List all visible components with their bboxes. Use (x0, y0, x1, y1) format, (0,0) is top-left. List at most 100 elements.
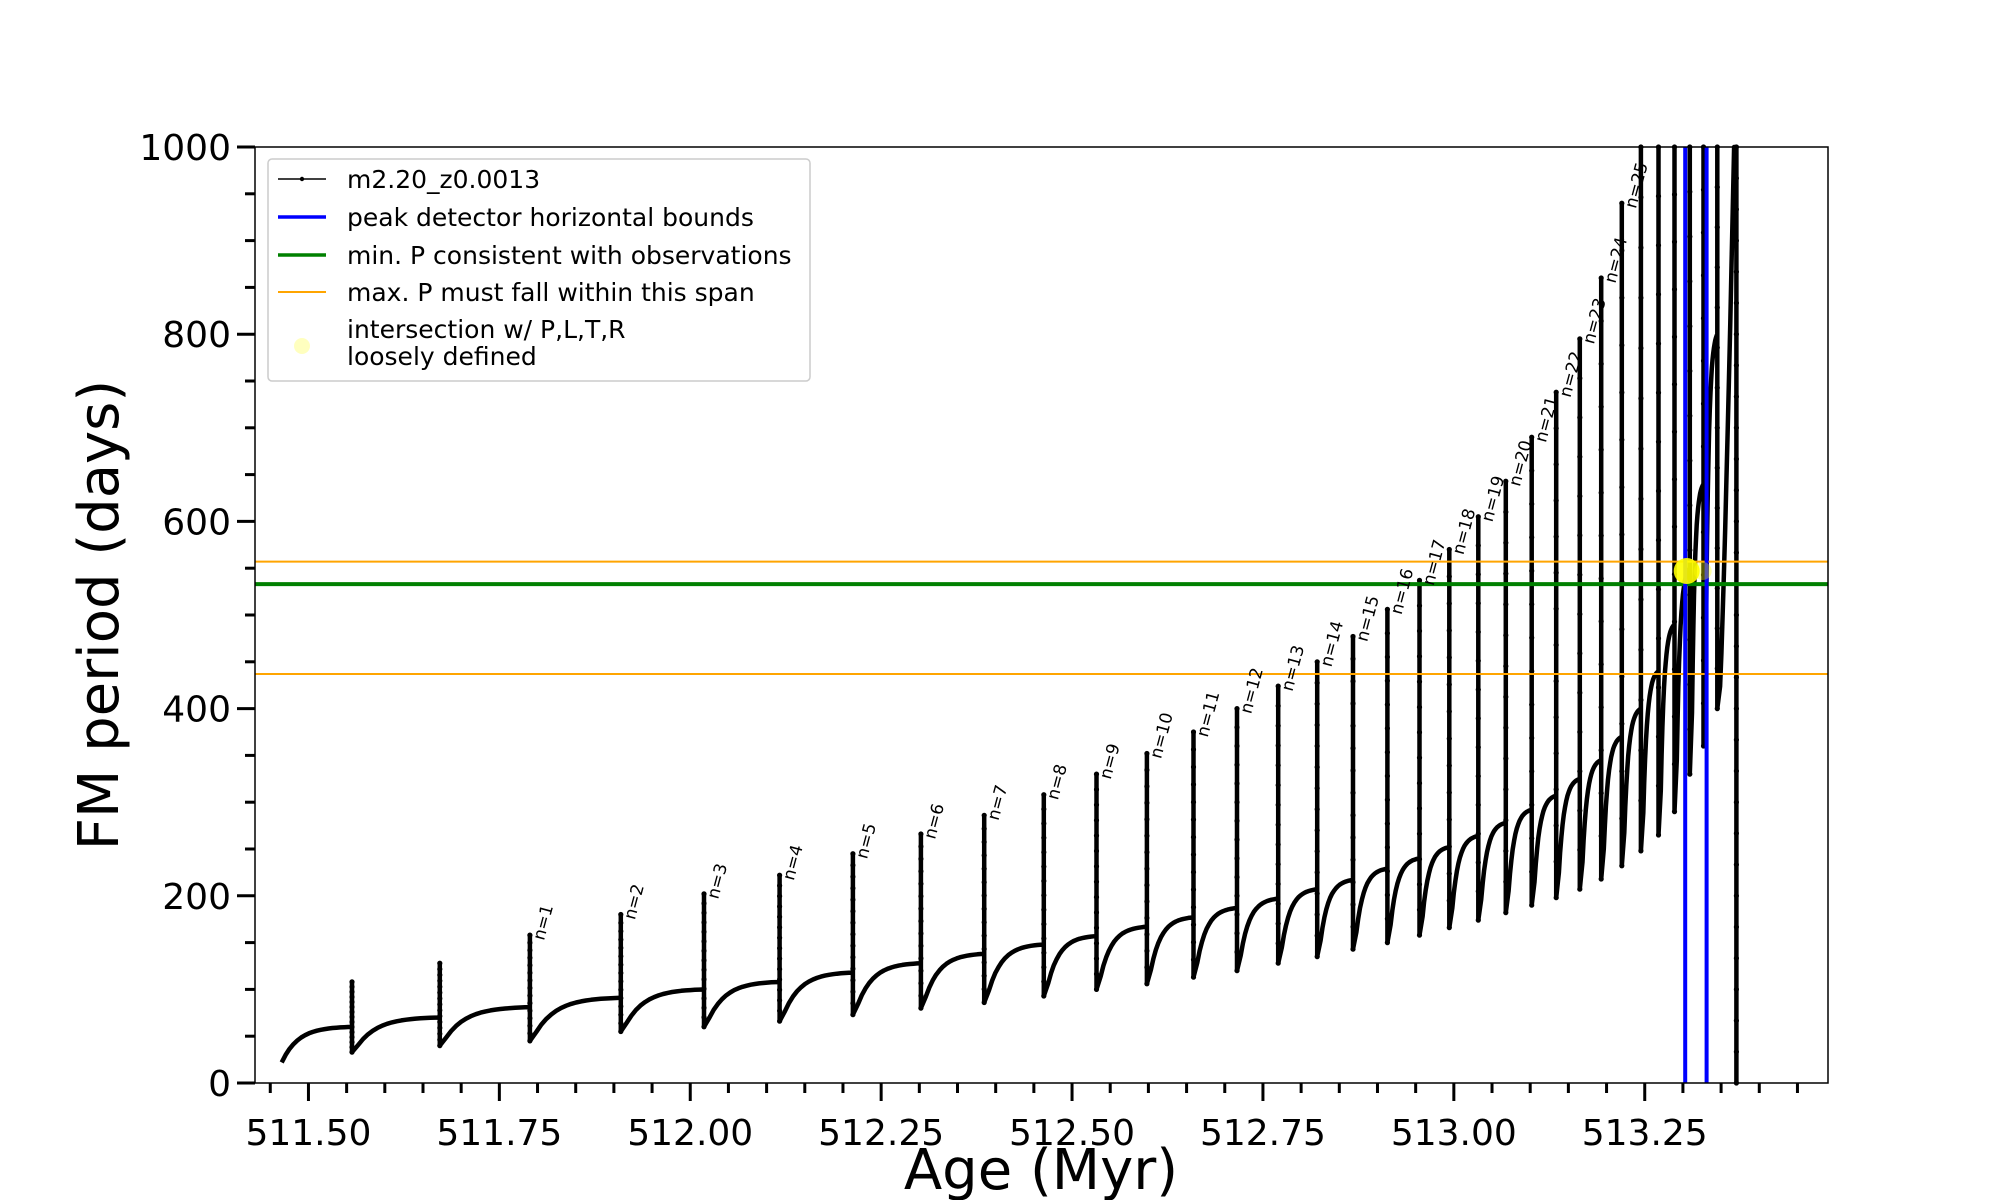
series-point (1446, 817, 1452, 823)
series-point (1503, 786, 1509, 793)
series-point (349, 1014, 355, 1020)
series-point (1275, 742, 1281, 749)
series-point (1475, 542, 1481, 549)
series-point (1671, 476, 1678, 482)
series-point (981, 839, 987, 845)
series-point (527, 940, 533, 946)
series-point (1655, 586, 1662, 592)
series-point (1314, 701, 1320, 707)
intersection-marker-halo (1693, 562, 1712, 580)
series-point (1714, 385, 1720, 391)
series-point (437, 960, 443, 966)
series-point (437, 984, 443, 990)
series-point (1275, 921, 1281, 927)
series-point (1503, 478, 1509, 484)
series-point (1190, 957, 1197, 963)
series-point (349, 979, 355, 985)
series-point (1416, 603, 1423, 609)
series-point (1655, 488, 1662, 494)
series-point (1041, 806, 1047, 812)
series-point (918, 843, 924, 850)
series-point (1190, 922, 1197, 928)
series-point (437, 972, 443, 978)
legend: m2.20_z0.0013 peak detector horizontal b… (267, 158, 811, 382)
series-point (1446, 790, 1452, 796)
series-point (777, 1008, 783, 1014)
series-point (1446, 736, 1452, 742)
series-point (437, 978, 443, 984)
series-point (1190, 781, 1197, 788)
series-point (1384, 892, 1390, 898)
series-point (1384, 678, 1390, 684)
series-point (1234, 930, 1240, 936)
series-point (1553, 750, 1559, 756)
series-point (1234, 911, 1240, 918)
series-point (1733, 674, 1739, 681)
series-point (437, 966, 443, 972)
series-point (1475, 831, 1481, 837)
series-point (1529, 702, 1535, 708)
series-point (1190, 729, 1197, 735)
series-point (918, 831, 924, 837)
series-point (1234, 799, 1240, 805)
series-point (1733, 643, 1739, 649)
series-point (1733, 269, 1739, 275)
series-point (1446, 871, 1452, 877)
series-point (777, 872, 783, 878)
series-point (1598, 618, 1604, 625)
series-point (349, 984, 355, 990)
series-point (1416, 856, 1423, 862)
series-point (1733, 487, 1739, 493)
peak-label: n=14 (1317, 619, 1348, 669)
series-point (1638, 747, 1644, 753)
series-point (1638, 798, 1644, 804)
series-point (1638, 697, 1644, 703)
series-point (1144, 833, 1150, 839)
series-point (981, 879, 987, 885)
x-tick-label: 512.75 (1200, 1113, 1326, 1154)
series-point (618, 1003, 624, 1010)
series-point (437, 1025, 443, 1031)
x-tick-label: 512.50 (1009, 1113, 1135, 1154)
series-point (1384, 773, 1390, 779)
series-point (1416, 729, 1423, 736)
series-point (1714, 665, 1720, 672)
series-point (777, 956, 783, 962)
x-tick-label: 513.00 (1391, 1113, 1517, 1154)
series-point (1041, 835, 1047, 841)
peak-label: n=11 (1193, 689, 1224, 739)
reference-lines (255, 147, 1828, 1083)
series-point (618, 945, 624, 951)
legend-label-model: m2.20_z0.0013 (347, 165, 540, 194)
series-point (981, 826, 987, 832)
series-point (1733, 706, 1739, 712)
series-point (1446, 925, 1452, 931)
series-point (1714, 304, 1720, 311)
series-point (437, 995, 443, 1002)
series-point (1384, 749, 1390, 755)
series-point (1714, 585, 1720, 591)
series-point (1733, 456, 1739, 462)
series-point (1619, 673, 1625, 680)
series-point (1093, 879, 1100, 885)
peak-label: n=22 (1556, 349, 1587, 399)
series-point (1671, 286, 1678, 292)
series-point (527, 962, 533, 968)
series-point (1655, 684, 1662, 691)
series-point (1190, 887, 1197, 893)
series-point (1093, 802, 1100, 808)
series-point (1416, 704, 1423, 710)
series-point (1384, 606, 1390, 613)
legend-label-intersection: intersection w/ P,L,T,R (347, 315, 626, 344)
series-point (1041, 907, 1047, 913)
series-point (1475, 715, 1481, 722)
series-point (701, 910, 707, 916)
series-point (1714, 545, 1720, 551)
series-point (1234, 743, 1240, 749)
series-point (1350, 812, 1356, 818)
series-point (1475, 917, 1481, 923)
series-point (1577, 690, 1583, 696)
series-point (349, 1039, 355, 1045)
series-point (1577, 886, 1583, 892)
series-point (1733, 331, 1739, 337)
